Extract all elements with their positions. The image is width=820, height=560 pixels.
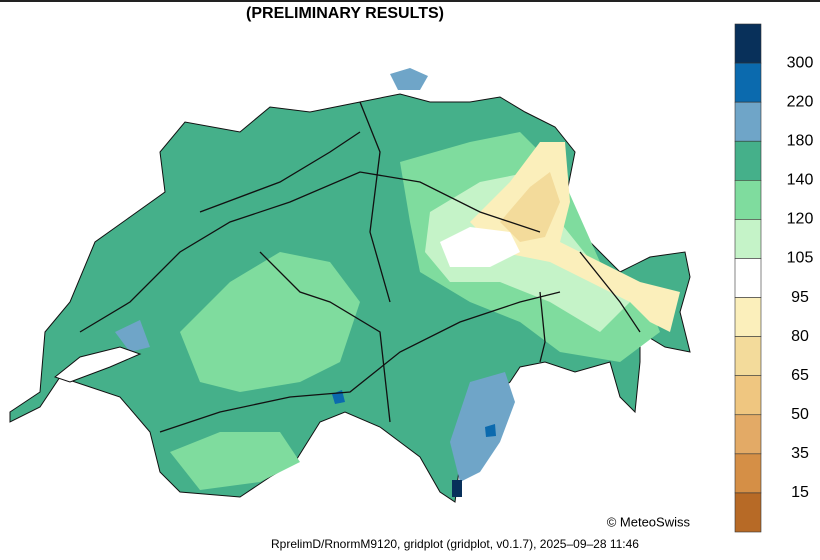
dry-area-core: [500, 172, 560, 242]
colorbar-bin: [734, 140, 762, 181]
colorbar-bin: [734, 219, 762, 259]
colorbar-label: 80: [791, 328, 809, 345]
white-area: [440, 227, 520, 267]
wet-area: [115, 320, 150, 352]
colorbar-bin: [734, 23, 762, 64]
colorbar-label: 300: [787, 54, 814, 71]
borders: [79, 101, 641, 433]
colorbar-label: 105: [787, 250, 814, 267]
colorbar-bin: [734, 101, 762, 142]
colorbar-bin: [734, 258, 762, 298]
wet-area: [390, 68, 428, 90]
light-green-area: [170, 432, 300, 490]
colorbar-bin: [734, 180, 762, 220]
footer: RprelimD/RnormM9120, gridplot (gridplot,…: [271, 537, 639, 551]
colorbar-label: 65: [791, 367, 809, 384]
colorbar-bin: [734, 492, 762, 533]
wet-area: [485, 424, 496, 437]
map: [9, 68, 691, 503]
colorbar-label: 120: [787, 211, 814, 228]
colorbar-bin: [734, 453, 762, 494]
colorbar-bin: [734, 297, 762, 337]
colorbar-label: 15: [791, 484, 809, 501]
wet-area: [450, 372, 515, 482]
colorbar-label: 50: [791, 406, 809, 423]
colorbar-bin: [734, 62, 762, 103]
colorbar-label: 140: [787, 172, 814, 189]
colorbar: 300 220 180 140 120 105 95 80 65 50 35 15: [734, 23, 814, 533]
lake-geneva: [53, 346, 142, 383]
colorbar-bin: [734, 336, 762, 376]
light-green-area: [180, 252, 360, 392]
colorbar-label: 180: [787, 132, 814, 149]
colorbar-label: 95: [791, 289, 809, 306]
title: (PRELIMINARY RESULTS): [246, 5, 444, 22]
credit: © MeteoSwiss: [607, 514, 691, 529]
colorbar-bin: [734, 414, 762, 455]
wet-area: [452, 480, 462, 497]
colorbar-bin: [734, 375, 762, 416]
colorbar-label: 35: [791, 445, 809, 462]
dry-area: [470, 142, 680, 332]
colorbar-label: 220: [787, 93, 814, 110]
